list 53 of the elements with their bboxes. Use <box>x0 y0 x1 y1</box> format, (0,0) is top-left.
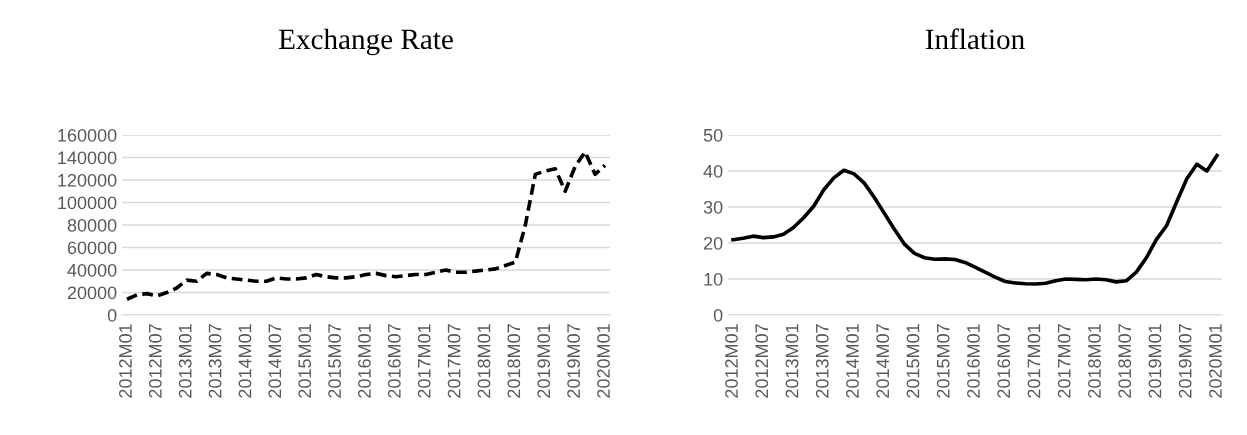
y-tick-label: 40 <box>703 164 723 178</box>
y-tick-label: 80000 <box>67 218 117 232</box>
x-tick-label: 2014M07 <box>876 324 890 398</box>
x-tick-label: 2018M01 <box>477 324 491 398</box>
y-tick-label: 40000 <box>67 263 117 277</box>
x-tick-label: 2012M07 <box>755 324 769 398</box>
x-tick-label: 2013M07 <box>815 324 829 398</box>
y-tick-label: 120000 <box>58 173 117 187</box>
chart-title: Inflation <box>925 28 1025 50</box>
x-tick-label: 2012M01 <box>119 324 132 398</box>
x-tick-label: 2017M01 <box>1027 324 1041 398</box>
x-tick-label: 2012M01 <box>725 324 738 398</box>
line-series <box>125 150 607 302</box>
x-tick-label: 2018M07 <box>1118 324 1132 398</box>
x-tick-label: 2016M01 <box>967 324 980 398</box>
x-tick-label: 2019M07 <box>1178 324 1192 398</box>
chart-title: Exchange Rate <box>278 28 453 56</box>
y-tick-label: 140000 <box>58 151 117 165</box>
x-tick-label: 2018M07 <box>507 324 521 398</box>
x-tick-label: 2015M07 <box>328 324 341 398</box>
x-tick-label: 2015M01 <box>298 324 312 398</box>
x-tick-label: 2019M01 <box>1148 324 1162 398</box>
x-tick-label: 2016M07 <box>387 324 401 398</box>
x-tick-label: 2019M01 <box>537 324 551 398</box>
x-tick-label: 2014M01 <box>846 324 859 398</box>
y-tick-label: 30 <box>703 200 723 214</box>
x-tick-label: 2015M07 <box>936 324 950 398</box>
y-tick-label: 10 <box>704 272 723 286</box>
x-tick-label: 2013M01 <box>785 324 799 398</box>
y-tick-label: 60000 <box>67 241 117 255</box>
x-tick-label: 2016M07 <box>997 324 1011 398</box>
x-tick-label: 2020M01 <box>597 324 610 398</box>
line-series <box>731 153 1219 286</box>
x-tick-label: 2014M01 <box>238 324 252 398</box>
x-tick-label: 2016M01 <box>358 324 371 398</box>
x-tick-label: 2015M01 <box>906 324 920 398</box>
x-tick-label: 2013M07 <box>208 324 222 398</box>
y-tick-label: 20 <box>703 236 723 250</box>
y-tick-label: 50 <box>703 128 723 142</box>
y-tick-label: 160000 <box>58 128 117 142</box>
x-tick-label: 2013M01 <box>178 324 192 398</box>
x-tick-label: 2017M07 <box>447 324 461 398</box>
y-tick-label: 100000 <box>58 196 117 210</box>
x-tick-label: 2018M01 <box>1088 324 1101 398</box>
x-tick-label: 2012M07 <box>148 324 162 398</box>
x-tick-label: 2017M01 <box>417 324 431 398</box>
x-tick-label: 2014M07 <box>268 324 282 398</box>
y-tick-label: 20000 <box>67 286 117 300</box>
x-tick-label: 2019M07 <box>567 324 580 398</box>
x-tick-label: 2017M07 <box>1057 324 1071 398</box>
y-tick-label: 0 <box>107 308 117 322</box>
y-tick-label: 0 <box>713 308 723 322</box>
x-tick-label: 2020M01 <box>1209 324 1222 398</box>
